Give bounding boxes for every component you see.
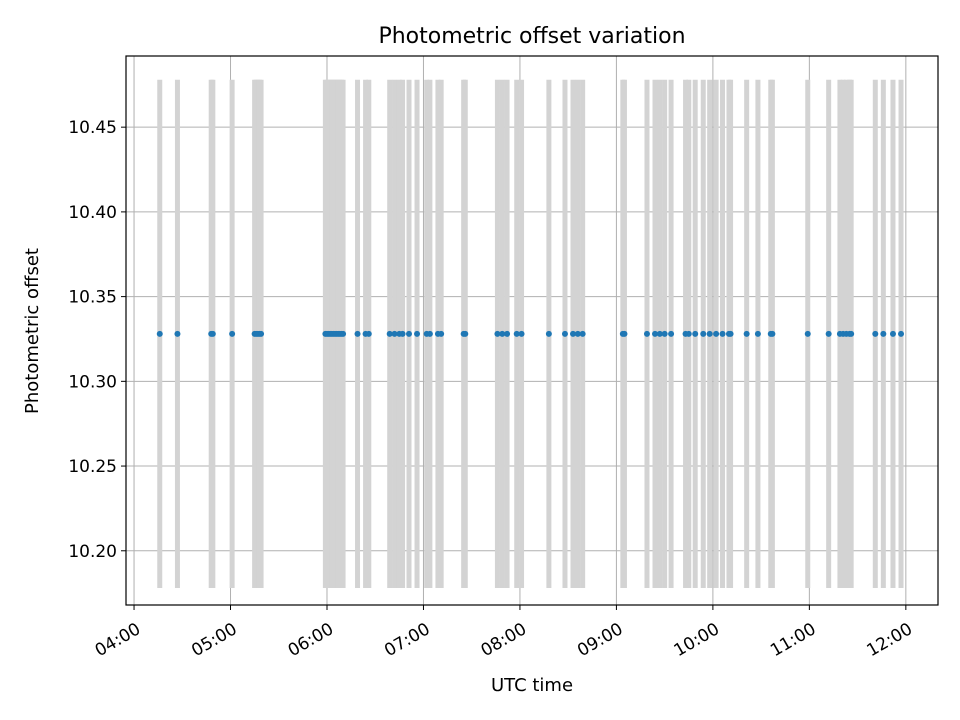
y-tick-label: 10.30	[68, 372, 117, 392]
data-point	[570, 330, 577, 337]
data-point	[889, 330, 896, 337]
data-point	[880, 330, 887, 337]
data-point	[574, 330, 581, 337]
data-point	[579, 330, 586, 337]
data-point	[258, 330, 265, 337]
data-point	[656, 330, 663, 337]
data-point	[209, 330, 216, 337]
data-point	[692, 330, 699, 337]
data-point	[769, 330, 776, 337]
data-point	[652, 330, 659, 337]
chart-title: Photometric offset variation	[378, 24, 685, 49]
data-point	[156, 330, 163, 337]
data-point	[661, 330, 668, 337]
data-point	[754, 330, 761, 337]
data-point	[561, 330, 568, 337]
data-point	[898, 330, 905, 337]
data-point	[713, 330, 720, 337]
data-point	[685, 330, 692, 337]
data-point	[700, 330, 707, 337]
data-point	[719, 330, 726, 337]
data-point	[499, 330, 506, 337]
data-point	[872, 330, 879, 337]
data-point	[727, 330, 734, 337]
y-axis-label: Photometric offset	[22, 248, 43, 414]
data-point	[545, 330, 552, 337]
data-point	[386, 330, 393, 337]
plot-frame	[125, 55, 939, 606]
data-point	[399, 330, 406, 337]
y-tick-label: 10.40	[68, 203, 117, 223]
y-tick-label: 10.45	[68, 118, 117, 138]
x-axis-label: UTC time	[491, 675, 573, 696]
data-point	[462, 330, 469, 337]
data-point	[706, 330, 713, 337]
data-point	[621, 330, 628, 337]
data-point	[743, 330, 750, 337]
data-point	[518, 330, 525, 337]
data-point	[365, 330, 372, 337]
data-point	[513, 330, 520, 337]
data-point	[848, 330, 855, 337]
data-point	[438, 330, 445, 337]
y-tick-label: 10.20	[68, 542, 117, 562]
data-point	[414, 330, 421, 337]
data-point	[405, 330, 412, 337]
y-tick-label: 10.35	[68, 288, 117, 308]
data-point	[804, 330, 811, 337]
data-point	[229, 330, 236, 337]
data-point	[643, 330, 650, 337]
y-tick-label: 10.25	[68, 457, 117, 477]
data-point	[494, 330, 501, 337]
data-point	[426, 330, 433, 337]
data-point	[668, 330, 675, 337]
data-point	[174, 330, 181, 337]
data-point	[391, 330, 398, 337]
data-point	[825, 330, 832, 337]
data-point	[340, 330, 347, 337]
data-point	[354, 330, 361, 337]
data-point	[504, 330, 511, 337]
